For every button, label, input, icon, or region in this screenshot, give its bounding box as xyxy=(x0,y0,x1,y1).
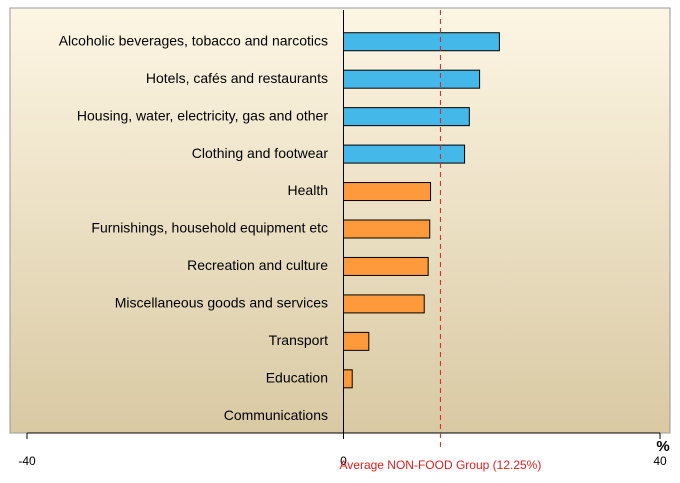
bar xyxy=(343,107,470,127)
category-label: Recreation and culture xyxy=(187,257,328,273)
category-label: Education xyxy=(266,370,328,386)
x-tick-label: 0 xyxy=(340,454,347,468)
category-label: Health xyxy=(288,182,328,198)
x-tick-label: -40 xyxy=(18,454,36,468)
bar xyxy=(343,369,353,389)
bar xyxy=(343,219,431,239)
category-label: Transport xyxy=(269,332,329,348)
category-label: Communications xyxy=(224,407,328,423)
category-label: Alcoholic beverages, tobacco and narcoti… xyxy=(59,32,328,48)
bar xyxy=(343,32,500,52)
category-label: Clothing and footwear xyxy=(192,145,329,161)
bar xyxy=(343,331,370,351)
x-tick-label: 40 xyxy=(653,454,667,468)
axis-label: % xyxy=(656,438,669,455)
category-label: Hotels, cafés and restaurants xyxy=(146,70,328,86)
reference-label: Average NON-FOOD Group (12.25%) xyxy=(339,458,541,472)
bar xyxy=(343,144,466,164)
bar xyxy=(343,182,432,202)
bar xyxy=(343,256,429,276)
category-label: Miscellaneous goods and services xyxy=(115,295,328,311)
category-label: Furnishings, household equipment etc xyxy=(91,220,328,236)
plot-area xyxy=(9,7,671,434)
bar xyxy=(343,69,481,89)
bar xyxy=(343,294,425,314)
category-label: Housing, water, electricity, gas and oth… xyxy=(77,107,328,123)
